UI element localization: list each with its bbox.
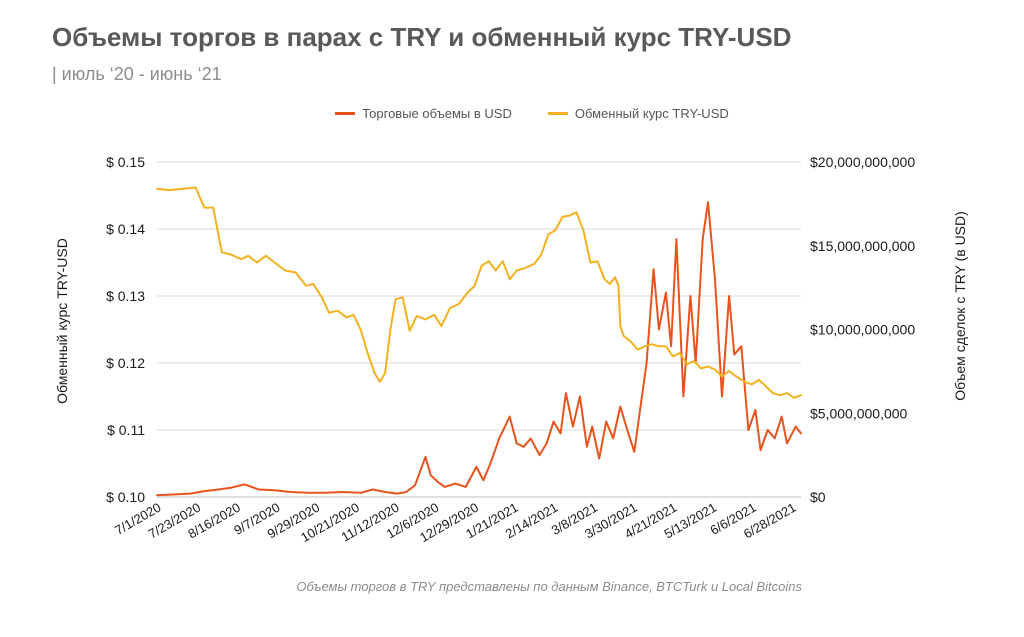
right-axis-label: Объем сделок с TRY (в USD): [952, 211, 968, 401]
right-tick-label: $10,000,000,000: [810, 322, 915, 338]
legend-item-rate[interactable]: Обменный курс TRY-USD: [547, 106, 729, 121]
series-layer: [156, 186, 802, 497]
series-line-rate: [156, 186, 802, 399]
right-axis-ticks: $0 $5,000,000,000 $10,000,000,000 $15,000,0…: [810, 154, 915, 505]
chart-title: Объемы торгов в парах с TRY и обменный к…: [52, 22, 792, 52]
left-axis-label: Обменный курс TRY-USD: [54, 238, 70, 404]
legend-swatch-rate: [547, 112, 568, 115]
legend-label-volume: Торговые объемы в USD: [362, 106, 512, 121]
right-tick-label: $15,000,000,000: [810, 238, 915, 254]
grid-lines: [157, 161, 801, 498]
left-tick-label: $ 0.10: [106, 489, 145, 505]
left-tick-label: $ 0.13: [106, 288, 145, 304]
left-tick-label: $ 0.14: [106, 221, 145, 237]
x-axis-ticks: 7/1/20207/23/20208/16/20209/7/20209/29/2…: [112, 500, 798, 546]
legend-item-volume[interactable]: Торговые объемы в USD: [335, 106, 512, 121]
legend: Торговые объемы в USD Обменный курс TRY-…: [0, 106, 1024, 121]
right-tick-label: $5,000,000,000: [810, 405, 908, 421]
left-tick-label: $ 0.12: [106, 355, 145, 371]
right-tick-label: $0: [810, 489, 826, 505]
source-note: Объемы торгов в TRY представлены по данн…: [296, 579, 802, 594]
legend-label-rate: Обменный курс TRY-USD: [574, 106, 729, 121]
series-line-volume: [156, 201, 802, 497]
right-tick-label: $20,000,000,000: [810, 154, 915, 170]
chart-subtitle: | июль ‘20 - июнь ‘21: [52, 64, 222, 84]
left-tick-label: $ 0.11: [107, 422, 145, 438]
left-axis-ticks: $ 0.10 $ 0.11 $ 0.12 $ 0.13 $ 0.14 $ 0.15: [106, 154, 145, 505]
legend-swatch-volume: [335, 112, 356, 115]
left-tick-label: $ 0.15: [106, 154, 145, 170]
